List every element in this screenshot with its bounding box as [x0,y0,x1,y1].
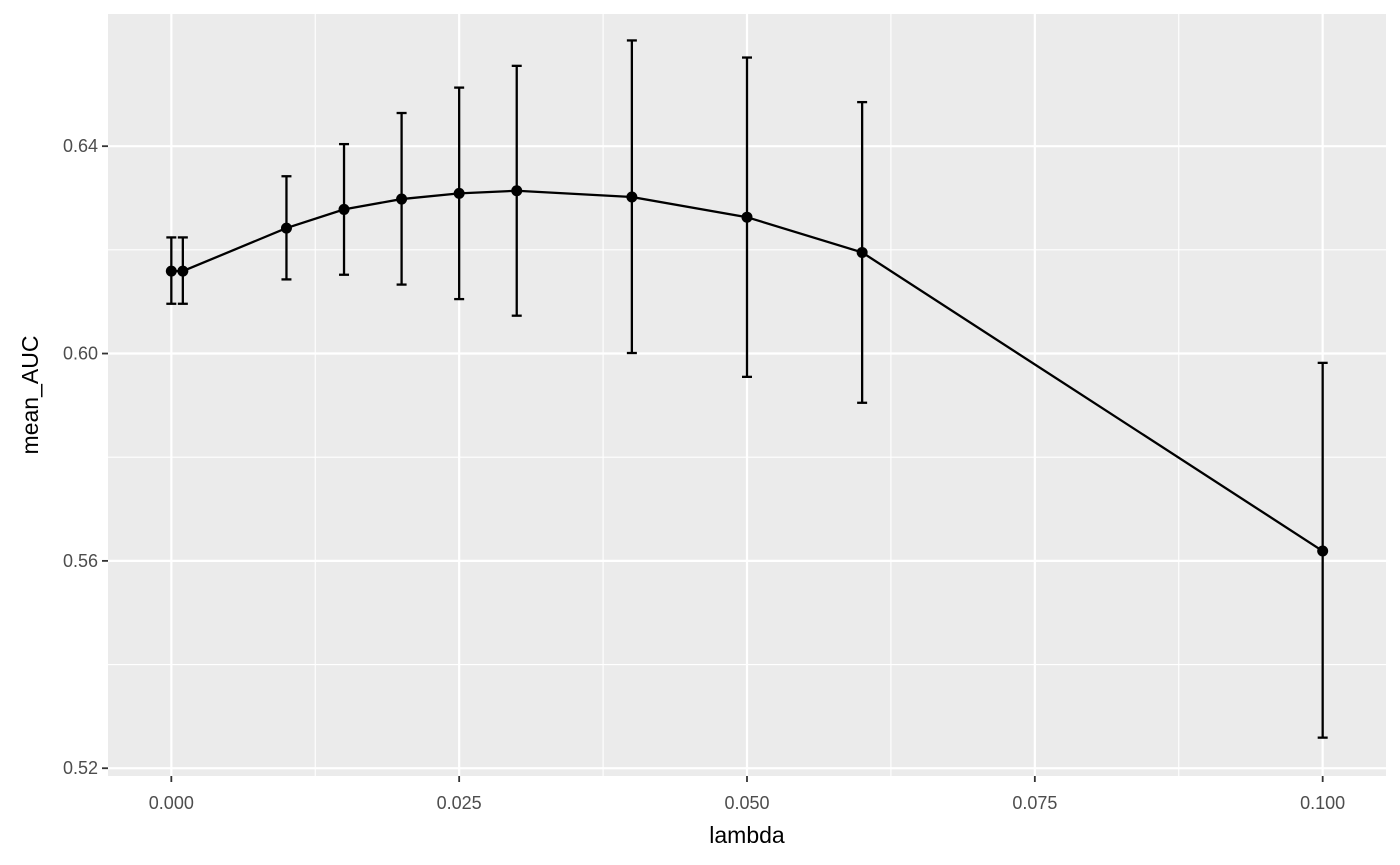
data-point [396,193,408,205]
y-tick-label: 0.60 [63,344,98,364]
data-point [511,185,523,197]
data-point [280,222,292,234]
x-tick-label: 0.025 [437,793,482,813]
x-tick-label: 0.100 [1300,793,1345,813]
data-point [741,211,753,223]
x-axis-title: lambda [709,822,785,848]
y-tick-label: 0.56 [63,551,98,571]
y-tick-labels: 0.52 0.56 0.60 0.64 [63,136,98,778]
x-tick-label: 0.000 [149,793,194,813]
x-tick-label: 0.075 [1012,793,1057,813]
data-point [1317,545,1329,557]
data-point [626,191,638,203]
data-point [177,265,189,277]
y-tick-label: 0.52 [63,758,98,778]
axis-ticks [102,145,1324,782]
data-points [165,185,1329,557]
y-tick-label: 0.64 [63,136,98,156]
x-tick-labels: 0.000 0.025 0.050 0.075 0.100 [149,793,1345,813]
data-point [338,203,350,215]
y-axis-title: mean_AUC [17,336,43,455]
x-tick-label: 0.050 [724,793,769,813]
data-point [453,187,465,199]
data-point [165,265,177,277]
data-point [856,246,868,258]
